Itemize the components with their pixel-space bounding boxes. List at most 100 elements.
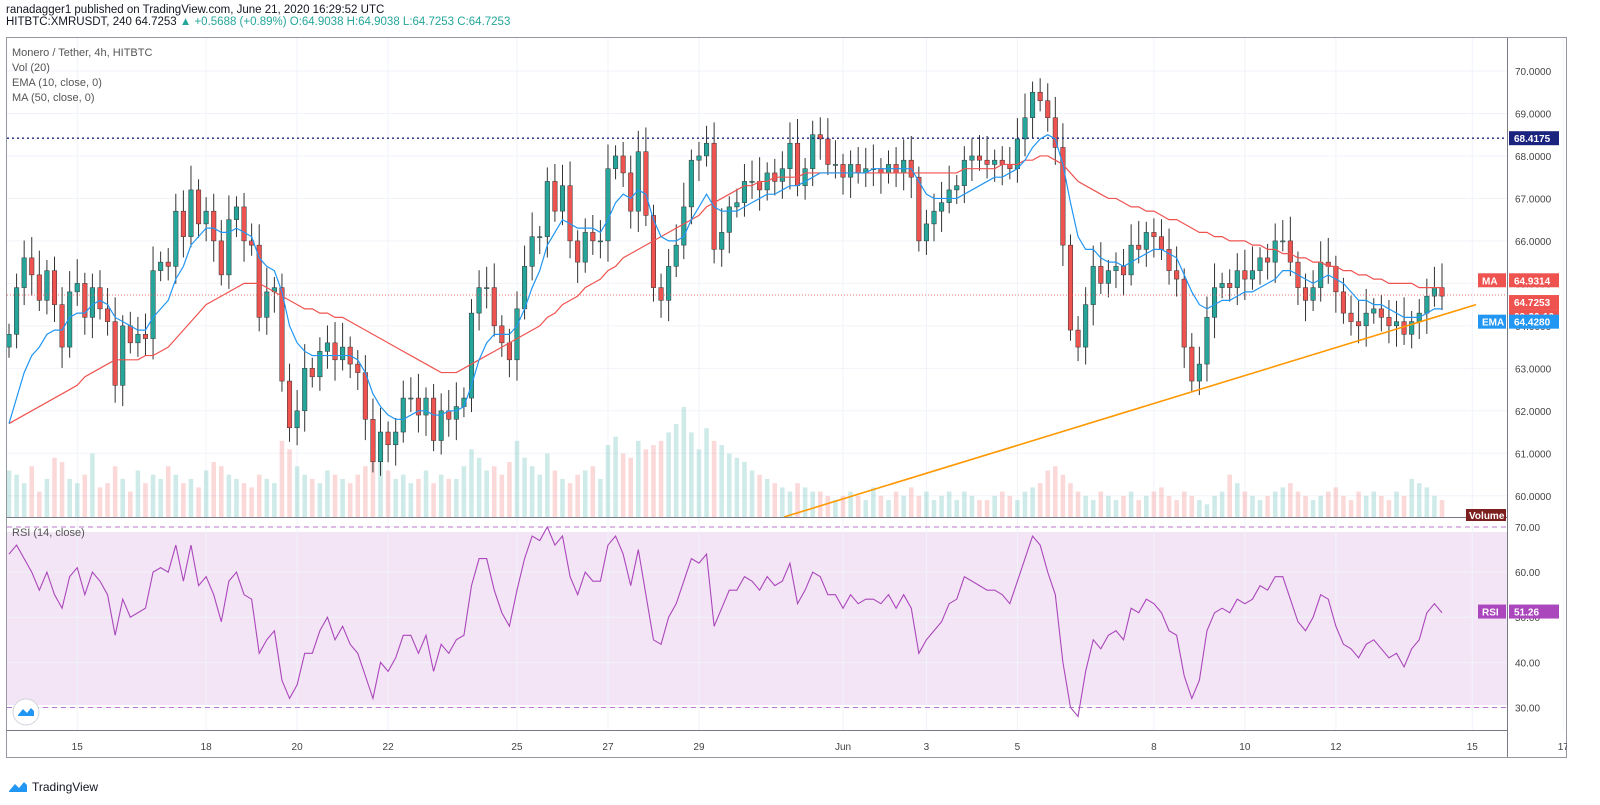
volume-bar bbox=[560, 478, 565, 517]
candle-body bbox=[82, 283, 88, 318]
candle-body bbox=[779, 168, 785, 182]
candles[interactable] bbox=[7, 78, 1445, 476]
volume-bar bbox=[1250, 495, 1255, 517]
volume-bar bbox=[1333, 487, 1339, 517]
volume-bar bbox=[74, 483, 80, 517]
y-tick-label: 69.0000 bbox=[1515, 109, 1552, 120]
volume-bar bbox=[810, 491, 815, 517]
candle-body bbox=[385, 431, 391, 446]
candle-body bbox=[226, 219, 232, 276]
volume-bar bbox=[1075, 491, 1081, 517]
candle-body bbox=[1234, 270, 1240, 288]
chart-header: ranadagger1 published on TradingView.com… bbox=[6, 4, 510, 28]
volume-bar bbox=[90, 453, 95, 517]
candle-body bbox=[544, 181, 550, 237]
candle-body bbox=[1090, 266, 1096, 305]
candle-body bbox=[1166, 249, 1172, 271]
change-text: +0.5688 (+0.89%) bbox=[194, 16, 287, 28]
tradingview-brand: TradingView bbox=[32, 780, 99, 794]
candle-body bbox=[150, 270, 156, 339]
candle-body bbox=[196, 189, 202, 225]
candle-body bbox=[317, 351, 323, 378]
logo-watermark-icon[interactable] bbox=[12, 698, 40, 726]
candle-body bbox=[567, 185, 573, 242]
legend-title: Monero / Tether, 4h, HITBTC bbox=[12, 47, 152, 59]
volume-bar bbox=[1424, 487, 1430, 517]
symbol-text: HITBTC:XMRUSDT, 240 bbox=[6, 16, 132, 28]
candle-body bbox=[605, 168, 611, 242]
candle-body bbox=[1348, 312, 1354, 322]
footer[interactable]: TradingView bbox=[8, 780, 98, 794]
candle-body bbox=[256, 244, 262, 318]
volume-bar bbox=[67, 478, 72, 517]
legend-ma: MA (50, close, 0) bbox=[12, 92, 95, 104]
candle-body bbox=[1007, 164, 1013, 169]
volume-bar bbox=[787, 491, 793, 517]
volume-bar bbox=[704, 428, 709, 517]
volume-bar bbox=[1235, 483, 1240, 517]
volume-bar bbox=[1432, 495, 1437, 517]
candle-body bbox=[999, 159, 1005, 165]
volume-bar bbox=[1288, 483, 1293, 517]
volume-bar bbox=[893, 491, 899, 517]
candle-body bbox=[1204, 317, 1210, 365]
volume-bar bbox=[764, 478, 770, 517]
volume-bar bbox=[1219, 491, 1225, 517]
volume-bar bbox=[370, 445, 376, 517]
candle-body bbox=[529, 236, 535, 267]
candle-body bbox=[1151, 232, 1157, 237]
candle-body bbox=[787, 142, 793, 169]
legend-ema: EMA (10, close, 0) bbox=[12, 77, 102, 89]
candle-body bbox=[21, 257, 27, 288]
volume-bar bbox=[605, 445, 611, 517]
ma-price-tag-bg bbox=[1509, 273, 1559, 288]
publisher-text: ranadagger1 published on TradingView.com… bbox=[6, 4, 385, 16]
volume-bar bbox=[1386, 500, 1392, 517]
candle-body bbox=[476, 287, 482, 314]
volume-bar bbox=[1257, 500, 1263, 517]
volume-bar bbox=[241, 483, 247, 517]
rsi-tick-label: 40.00 bbox=[1515, 658, 1540, 669]
volume-bar bbox=[529, 466, 535, 517]
candle-body bbox=[1424, 295, 1430, 314]
candle-body bbox=[1030, 91, 1036, 118]
volume-bar bbox=[1379, 495, 1384, 517]
candle-body bbox=[832, 164, 838, 166]
chart-frame[interactable]: 15182022252729Jun35810121517192270.00006… bbox=[6, 37, 1567, 758]
volume-bar bbox=[165, 466, 171, 517]
volume-bar bbox=[1113, 500, 1119, 517]
volume-bar bbox=[150, 474, 156, 517]
ema-price-tag: 64.4280 bbox=[1514, 318, 1551, 329]
volume-bar bbox=[1341, 495, 1346, 517]
candle-body bbox=[324, 342, 330, 352]
volume-bar bbox=[863, 500, 869, 517]
candle-body bbox=[491, 287, 497, 327]
volume-bar bbox=[59, 462, 65, 517]
candle-body bbox=[1052, 117, 1058, 148]
candle-body bbox=[1045, 100, 1051, 118]
candle-body bbox=[1280, 240, 1286, 243]
volume-bar bbox=[962, 491, 967, 517]
candle-body bbox=[1219, 283, 1225, 288]
volume-bar bbox=[1356, 491, 1361, 517]
candle-body bbox=[613, 155, 619, 169]
volume-bar bbox=[249, 487, 254, 517]
candle-body bbox=[719, 232, 725, 250]
volume-bar bbox=[211, 462, 216, 517]
candle-body bbox=[89, 287, 95, 318]
candle-body bbox=[1083, 304, 1089, 348]
volume-bar bbox=[833, 500, 838, 517]
candle-body bbox=[67, 291, 73, 348]
volume-bar bbox=[598, 478, 603, 517]
volume-bar bbox=[21, 483, 27, 517]
volume-bar bbox=[575, 474, 580, 517]
candle-body bbox=[355, 363, 361, 373]
volume-bar bbox=[848, 491, 853, 517]
chart-canvas[interactable]: 15182022252729Jun35810121517192270.00006… bbox=[6, 37, 1567, 758]
volume-bar bbox=[795, 483, 800, 517]
volume-bar bbox=[44, 478, 50, 517]
volume-bar bbox=[158, 478, 163, 517]
volume-bar bbox=[582, 470, 588, 517]
volume-bar bbox=[1295, 491, 1301, 517]
volume-bar bbox=[1204, 504, 1210, 517]
